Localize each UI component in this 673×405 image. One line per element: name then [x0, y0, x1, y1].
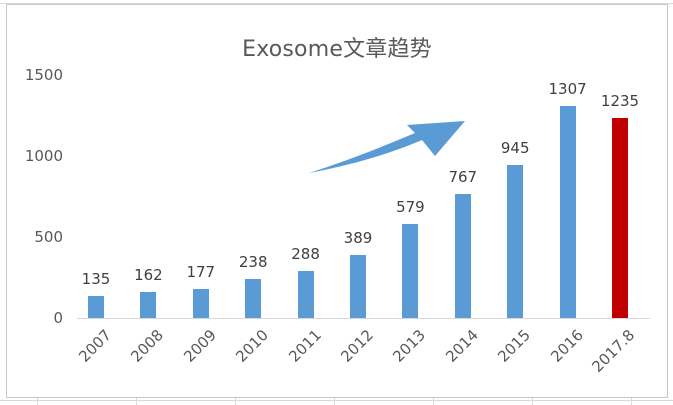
sheet-gridline	[334, 398, 335, 405]
sheet-gridline	[0, 400, 673, 401]
bar-2010[interactable]	[245, 279, 262, 318]
bar-2015[interactable]	[507, 164, 524, 318]
x-axis-tick-label: 2007	[75, 326, 115, 366]
y-axis-tick-label: 1000	[24, 147, 63, 165]
data-label: 288	[291, 245, 320, 264]
data-label: 1307	[548, 80, 587, 99]
data-label: 238	[238, 253, 268, 272]
data-label: 767	[448, 167, 478, 186]
bar-2013[interactable]	[402, 224, 419, 318]
bar-2012[interactable]	[350, 254, 366, 318]
data-label: 135	[81, 270, 111, 289]
sheet-gridline	[0, 3, 673, 4]
data-label: 1235	[600, 91, 640, 110]
x-axis-tick-label: 2011	[284, 326, 325, 366]
sheet-gridline	[136, 398, 137, 405]
x-axis-tick-label: 2010	[232, 326, 273, 366]
y-axis-tick-label: 1500	[24, 66, 63, 84]
data-label: 579	[396, 198, 425, 217]
bar-2008[interactable]	[140, 291, 157, 318]
sheet-gridline	[631, 398, 632, 405]
sheet-gridline	[532, 398, 533, 405]
x-axis-tick-label: 2013	[389, 326, 430, 366]
chart-area[interactable]: Exosome文章趋势 0 500 1000 1500 135 2007 162 2008 17…	[6, 4, 668, 398]
data-label: 162	[134, 265, 163, 284]
x-axis-tick-label: 2008	[127, 326, 168, 366]
x-axis-tick-label: 2012	[337, 326, 377, 366]
bar-2014[interactable]	[454, 193, 471, 318]
sheet-gridline	[37, 398, 38, 405]
data-label: 177	[186, 263, 216, 282]
x-axis-tick-label: 2016	[546, 326, 587, 366]
bar-2016[interactable]	[559, 106, 576, 318]
y-axis-tick-label: 500	[34, 228, 63, 246]
bar-2017.8[interactable]	[612, 117, 628, 318]
data-label: 945	[500, 138, 530, 157]
x-axis-tick-label: 2017.8	[588, 326, 639, 376]
x-axis-tick-label: 2014	[441, 326, 482, 366]
chart-title: Exosome文章趋势	[242, 37, 432, 62]
sheet-gridline	[235, 398, 236, 405]
x-axis-tick-label: 2009	[179, 326, 220, 366]
bar-2007[interactable]	[88, 296, 104, 318]
data-label: 389	[343, 228, 373, 247]
x-axis-tick-label: 2015	[494, 326, 535, 366]
bar-2009[interactable]	[192, 289, 209, 318]
bar-2011[interactable]	[297, 271, 314, 318]
x-axis-line	[77, 318, 650, 319]
y-axis-tick-label: 0	[53, 309, 63, 327]
trend-arrow-icon	[309, 121, 465, 173]
sheet-gridline	[433, 398, 434, 405]
